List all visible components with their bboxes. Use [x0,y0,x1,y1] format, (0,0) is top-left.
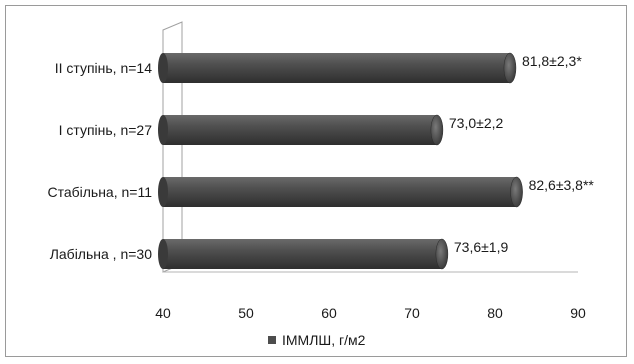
bar-group [158,52,517,84]
x-tick-label: 50 [238,305,254,321]
bar [163,53,510,83]
category-label: І ступінь, n=27 [59,122,153,138]
x-tick-label: 60 [321,305,337,321]
bar-group [158,114,444,146]
bar-end-cap [435,238,449,270]
data-label: 73,0±2,2 [449,115,504,131]
legend: ІММЛШ, г/м2 [268,332,366,348]
x-tick-label: 70 [404,305,420,321]
category-label: ІІ ступінь, n=14 [55,60,152,76]
bar-start-cap [158,239,168,269]
category-label: Лабільна , n=30 [50,246,153,262]
bar-start-cap [158,177,168,207]
bar-end-cap [510,176,523,208]
bar-start-cap [158,53,168,83]
bar-start-cap [158,115,168,145]
category-label: Стабільна, n=11 [47,184,152,200]
data-label: 82,6±3,8** [529,177,595,193]
bar-group [158,176,523,208]
x-tick-label: 80 [487,305,503,321]
bar [163,115,437,145]
data-label: 81,8±2,3* [522,53,582,69]
bar-end-cap [430,114,444,146]
bar [163,177,517,207]
legend-swatch [268,336,276,344]
bar-end-cap [503,52,517,84]
data-label: 73,6±1,9 [454,239,509,255]
bar-group [158,238,449,270]
legend-label: ІММЛШ, г/м2 [282,332,366,348]
x-tick-label: 40 [155,305,171,321]
x-tick-label: 90 [570,305,586,321]
bar [163,239,442,269]
